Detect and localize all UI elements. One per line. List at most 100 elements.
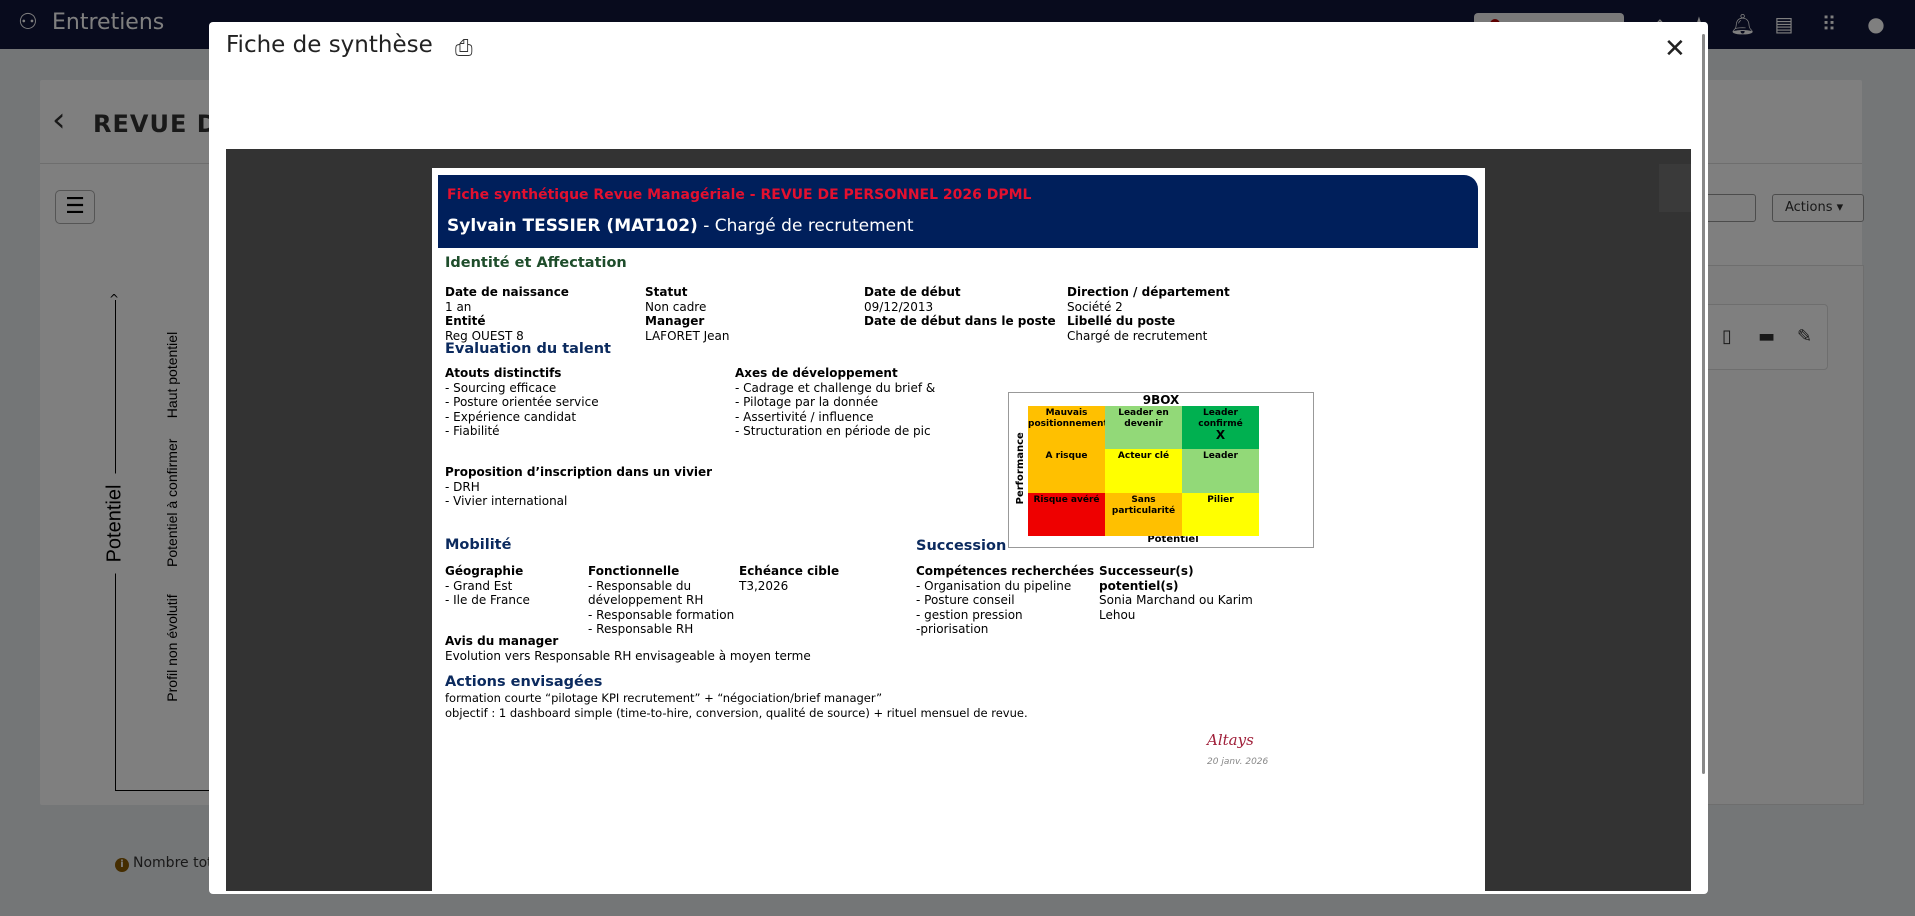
- vivier-block: Proposition d’inscription dans un vivier…: [445, 465, 713, 509]
- cell-label: Pilier: [1207, 494, 1234, 505]
- section-succession: Succession: [916, 538, 1007, 554]
- cell-label: Leader en devenir: [1118, 408, 1169, 429]
- list-item: - Pilotage par la donnée: [735, 395, 879, 409]
- geo-block: Géographie - Grand Est - Ile de France: [445, 564, 530, 608]
- atouts-block: Atouts distinctifs - Sourcing efficace - P…: [445, 366, 599, 439]
- list-item: - gestion pression: [916, 607, 1023, 622]
- pdf-page: Fiche synthétique Revue Managériale - RE…: [432, 168, 1485, 891]
- identity-field: Date de naissance 1 an: [445, 285, 569, 314]
- field-value: Reg OUEST 8: [445, 328, 524, 343]
- identity-field: Libellé du poste Chargé de recrutement: [1067, 314, 1207, 343]
- identity-field: Direction / département Société 2: [1067, 285, 1230, 314]
- list-item: -priorisation: [916, 622, 989, 636]
- pdf-viewer[interactable]: Fiche synthétique Revue Managériale - RE…: [226, 149, 1691, 891]
- ninebox-cell: Leader confirmé X: [1182, 406, 1259, 450]
- competences-block: Compétences recherchées - Organisation du…: [916, 564, 1095, 637]
- item-list: - Grand Est - Ile de France: [445, 579, 530, 608]
- close-button[interactable]: ✕: [1664, 34, 1686, 64]
- list-item: - Structuration en période de pic: [735, 424, 931, 438]
- cell-label: Acteur clé: [1117, 451, 1170, 462]
- cell-label: Leader confirmé: [1198, 408, 1243, 429]
- ninebox-cell: Leader en devenir: [1105, 406, 1182, 450]
- ninebox-cell: Sans particularité: [1105, 492, 1182, 536]
- cell-label: Sans particularité: [1111, 494, 1176, 516]
- list-item: - Responsable formation: [588, 607, 735, 622]
- position-marker: X: [1215, 428, 1226, 442]
- doc-banner: Fiche synthétique Revue Managériale - RE…: [438, 175, 1478, 248]
- ninebox-grid: Mauvais positionnement Leader en devenir L…: [1028, 406, 1259, 536]
- successeurs-block: Successeur(s) potentiel(s) Sonia Marchand…: [1099, 564, 1253, 622]
- list-item: objectif : 1 dashboard simple (time-to-h…: [445, 705, 1028, 720]
- echeance-block: Echéance cible T3,2026: [739, 564, 840, 593]
- item-list: - Cadrage et challenge du brief & - Pilot…: [735, 381, 935, 439]
- ninebox-cell: Leader: [1182, 449, 1259, 493]
- employee-name: Sylvain TESSIER (MAT102): [447, 216, 698, 236]
- field-label: Date de naissance: [445, 285, 569, 299]
- download-document-icon[interactable]: ⎙: [455, 36, 473, 61]
- ninebox-cell: Pilier: [1182, 492, 1259, 536]
- ninebox-ylabel: Performance: [1014, 432, 1026, 505]
- cell-label: A risque: [1045, 451, 1088, 462]
- identity-field: Manager LAFORET Jean: [645, 314, 729, 343]
- list-item: - Sourcing efficace: [445, 380, 557, 395]
- list-item: - Assertivité / influence: [735, 409, 874, 424]
- employee-role: - Chargé de recrutement: [697, 216, 914, 236]
- list-item: - Grand Est: [445, 578, 513, 593]
- viewer-side-tab[interactable]: [1659, 164, 1691, 212]
- field-value: 09/12/2013: [864, 299, 934, 314]
- field-value: Non cadre: [645, 299, 707, 314]
- section-identity: Identité et Affectation: [445, 255, 627, 271]
- scrollbar[interactable]: [1702, 34, 1705, 774]
- cell-label: Mauvais positionnement: [1028, 408, 1108, 429]
- item-list: formation courte “pilotage KPI recruteme…: [445, 691, 1028, 720]
- identity-field: Statut Non cadre: [645, 285, 706, 314]
- field-value: Chargé de recrutement: [1067, 328, 1208, 343]
- identity-field: Date de début dans le poste: [864, 314, 1056, 329]
- list-item: - Ile de France: [445, 593, 530, 607]
- field-label: Manager: [645, 314, 705, 328]
- list-item: - Organisation du pipeline: [916, 578, 1072, 593]
- field-label: Statut: [645, 285, 688, 299]
- field-value: LAFORET Jean: [645, 328, 730, 343]
- cell-label: Risque avéré: [1033, 494, 1100, 505]
- field-label: Direction / département: [1067, 285, 1230, 299]
- doc-title: Fiche synthétique Revue Managériale - RE…: [447, 187, 1032, 203]
- list-item: - DRH: [445, 479, 480, 494]
- signature-date: 20 janv. 2026: [1207, 757, 1269, 767]
- identity-field: Date de début 09/12/2013: [864, 285, 961, 314]
- section-talent: Evaluation du talent: [445, 341, 611, 357]
- field-value: Société 2: [1067, 299, 1123, 314]
- list-item: - Fiabilité: [445, 424, 500, 438]
- list-item: - Posture conseil: [916, 593, 1015, 607]
- section-actions: Actions envisagées: [445, 674, 603, 690]
- modal-title: Fiche de synthèse: [226, 32, 433, 58]
- ninebox: 9BOX Potentiel Performance Mauvais posit…: [1008, 392, 1314, 548]
- list-item: - Responsable RH: [588, 622, 694, 636]
- section-mobility: Mobilité: [445, 537, 512, 553]
- identity-field: Entité Reg OUEST 8: [445, 314, 524, 343]
- list-item: - Cadrage et challenge du brief &: [735, 380, 936, 395]
- employee-line: Sylvain TESSIER (MAT102) - Chargé de rec…: [447, 216, 914, 236]
- ninebox-cell: Risque avéré: [1028, 492, 1105, 536]
- field-label: Date de début dans le poste: [864, 314, 1056, 328]
- ninebox-cell: Acteur clé: [1105, 449, 1182, 493]
- cell-label: Leader: [1203, 451, 1238, 462]
- ninebox-title: 9BOX: [1142, 393, 1180, 407]
- list-item: - Vivier international: [445, 494, 568, 508]
- avis-block: Avis du manager Evolution vers Responsabl…: [445, 634, 811, 663]
- item-list: - Sourcing efficace - Posture orientée se…: [445, 381, 599, 439]
- ninebox-cell: Mauvais positionnement: [1028, 406, 1108, 450]
- ninebox-xlabel: Potentiel: [1147, 534, 1199, 545]
- field-value: 1 an: [445, 299, 472, 314]
- item-list: - Organisation du pipeline - Posture cons…: [916, 579, 1094, 637]
- fonctionnelle-block: Fonctionnelle - Responsable du développeme…: [588, 564, 735, 636]
- list-item: - Posture orientée service: [445, 395, 599, 409]
- list-item: développement RH: [588, 593, 704, 607]
- field-label: Libellé du poste: [1067, 314, 1176, 328]
- list-item: formation courte “pilotage KPI recruteme…: [445, 691, 883, 705]
- item-list: - DRH - Vivier international: [445, 480, 712, 509]
- signature-logo: Altays: [1207, 731, 1254, 749]
- list-item: - Expérience candidat: [445, 409, 577, 424]
- field-label: Date de début: [864, 285, 961, 299]
- list-item: - Responsable du: [588, 578, 692, 593]
